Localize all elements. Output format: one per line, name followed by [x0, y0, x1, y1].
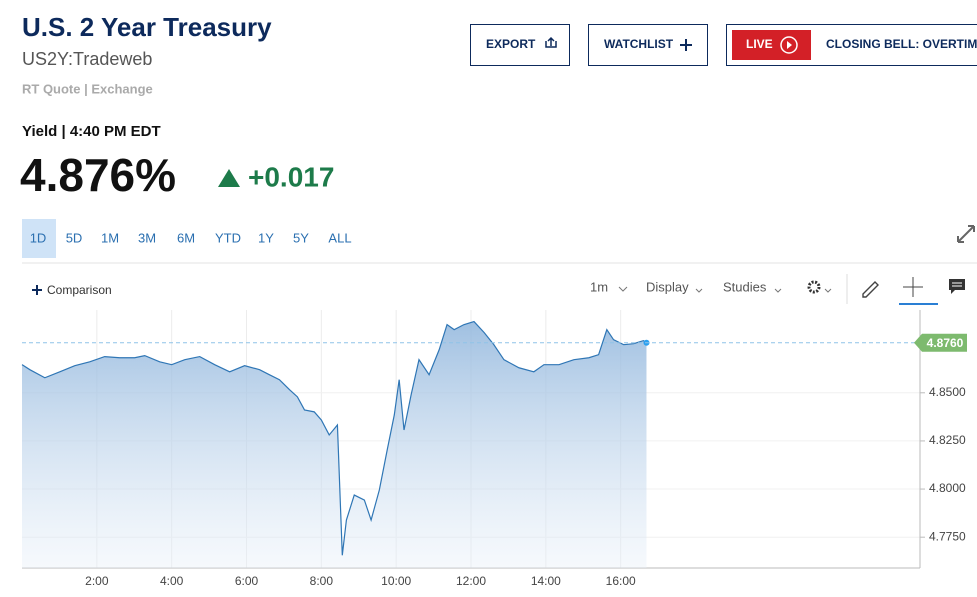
quote-change: +0.017 [248, 161, 334, 192]
expand-icon[interactable] [957, 225, 975, 243]
x-tick-label: 16:00 [606, 574, 636, 588]
range-selected [22, 219, 56, 258]
draw-icon[interactable] [862, 281, 879, 298]
y-tick-label: 4.7750 [929, 529, 966, 543]
up-arrow [218, 169, 240, 187]
interval-button[interactable]: 1m [590, 279, 608, 294]
y-tick-label: 4.8500 [929, 385, 966, 399]
x-tick-label: 8:00 [310, 574, 334, 588]
x-tick-label: 14:00 [531, 574, 561, 588]
chevron [824, 288, 832, 293]
x-tick-label: 10:00 [381, 574, 411, 588]
program-label: CLOSING BELL: OVERTIME [826, 37, 977, 51]
x-tick-label: 6:00 [235, 574, 259, 588]
range-tab[interactable]: 6M [177, 230, 195, 245]
current-flag [914, 333, 967, 352]
display-button[interactable]: Display [646, 279, 689, 294]
live-badge [732, 30, 811, 60]
range-tab[interactable]: 1Y [258, 230, 274, 245]
play-icon [780, 36, 798, 54]
chevron [774, 288, 782, 293]
chart: 2:00 4:00 6:00 8:00 10:00 12:00 14:00 16:00 4.77… [21, 310, 967, 588]
y-tick-label: 4.8250 [929, 433, 966, 447]
range-tabs: 1D 5D 1M 3M 6M YTD 1Y 5Y ALL [30, 230, 352, 245]
title: U.S. 2 Year Treasury [22, 12, 272, 42]
watchlist-label: WATCHLIST [604, 37, 674, 51]
range-tab[interactable]: ALL [328, 230, 351, 245]
range-tab[interactable]: 5Y [293, 230, 309, 245]
range-tab[interactable]: 1D [30, 230, 47, 245]
plus-icon [680, 39, 692, 51]
line [21, 320, 647, 556]
x-tick-label: 4:00 [160, 574, 184, 588]
export-icon [545, 36, 557, 48]
live-label: LIVE [746, 37, 773, 51]
export-button[interactable] [470, 24, 570, 66]
comment-lines [952, 282, 962, 287]
export-label: EXPORT [486, 37, 536, 51]
settings-icon[interactable] [807, 280, 821, 294]
studies-button[interactable]: Studies [723, 279, 767, 294]
x-tick-label: 2:00 [85, 574, 109, 588]
y-tick-label: 4.8000 [929, 481, 966, 495]
current-label: 4.8760 [927, 336, 964, 350]
range-tab[interactable]: 5D [66, 230, 83, 245]
area-fill [22, 321, 647, 568]
range-tab[interactable]: 3M [138, 230, 156, 245]
comparison-plus [32, 285, 42, 295]
comparison-button[interactable]: Comparison [47, 283, 112, 297]
quote-price: 4.876% [20, 149, 176, 201]
chevron [695, 288, 703, 293]
range-tab[interactable]: 1M [101, 230, 119, 245]
source: RT Quote | Exchange [22, 81, 153, 96]
symbol: US2Y:Tradeweb [22, 49, 152, 69]
play-triangle [787, 41, 792, 49]
quote-label: Yield | 4:40 PM EDT [22, 123, 161, 140]
range-tab[interactable]: YTD [215, 230, 241, 245]
crosshair-icon[interactable] [903, 277, 923, 297]
x-tick-label: 12:00 [456, 574, 486, 588]
chevron [618, 286, 628, 292]
